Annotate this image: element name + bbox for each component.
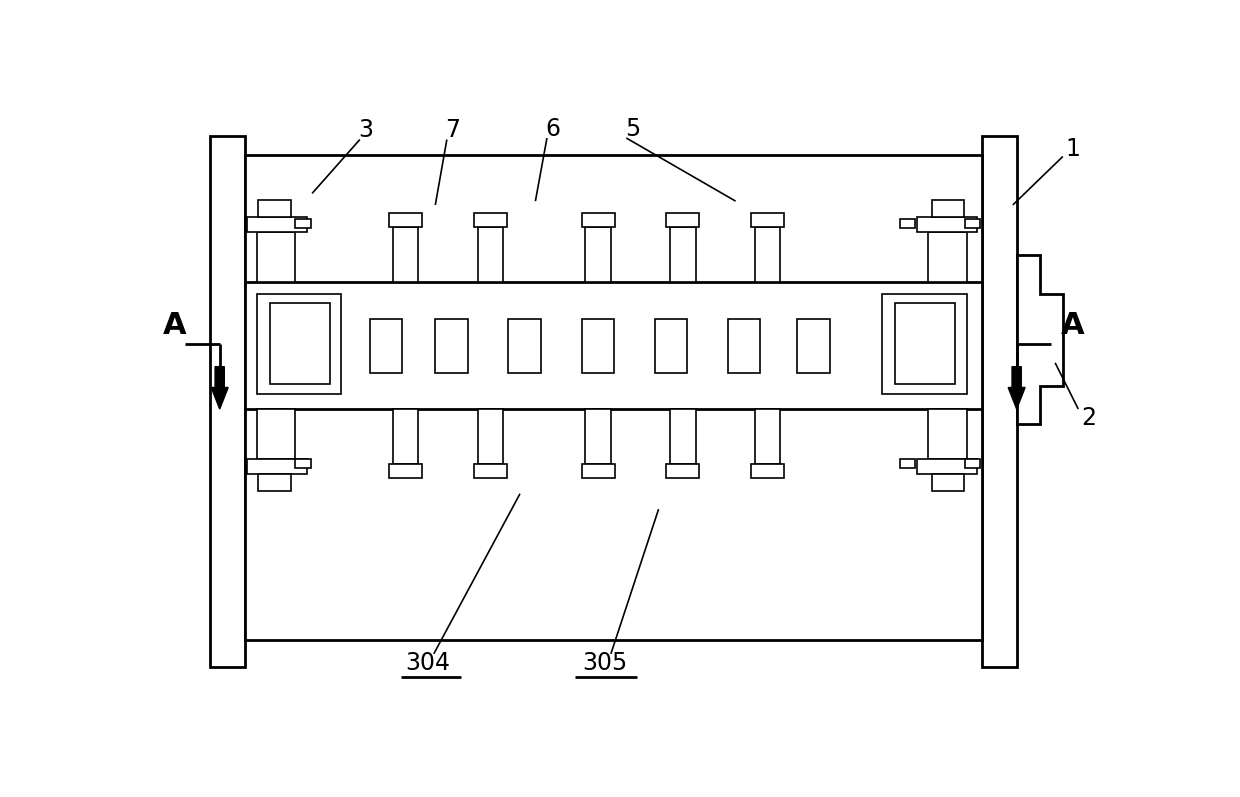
Bar [295, 459, 310, 469]
Bar [258, 474, 290, 492]
Bar [585, 226, 611, 282]
Bar [670, 226, 696, 282]
Bar [257, 293, 341, 394]
Bar [797, 319, 830, 373]
Bar [655, 319, 687, 373]
Bar [928, 409, 967, 459]
Bar [670, 409, 696, 465]
Bar [899, 459, 915, 469]
Bar [932, 199, 965, 217]
Bar [965, 219, 981, 228]
Bar [582, 319, 614, 373]
Bar [295, 219, 310, 228]
Text: A: A [164, 311, 187, 340]
Bar [666, 465, 699, 478]
Bar [882, 293, 967, 394]
Bar [474, 465, 507, 478]
Bar [751, 213, 784, 226]
Bar [508, 319, 541, 373]
Bar [393, 409, 418, 465]
FancyArrow shape [211, 367, 228, 409]
Bar [728, 319, 760, 373]
Bar [932, 474, 965, 492]
Bar [965, 459, 981, 469]
Bar [982, 135, 1017, 667]
Bar [389, 213, 422, 226]
FancyArrow shape [1008, 367, 1025, 409]
Bar [755, 409, 780, 465]
Bar [582, 465, 615, 478]
Bar [370, 319, 402, 373]
Text: 2: 2 [1081, 406, 1096, 430]
Bar [477, 409, 503, 465]
Bar [393, 226, 418, 282]
Text: 7: 7 [445, 118, 460, 143]
Bar [755, 226, 780, 282]
Text: 1: 1 [1065, 137, 1080, 161]
Bar [916, 459, 977, 474]
Bar [247, 217, 306, 232]
Bar [899, 219, 915, 228]
Bar [435, 319, 467, 373]
Bar [928, 232, 967, 282]
Bar [582, 213, 615, 226]
Text: 6: 6 [546, 116, 560, 141]
Bar [895, 303, 955, 384]
Text: 305: 305 [582, 651, 627, 675]
Polygon shape [1017, 255, 1063, 425]
Text: 5: 5 [625, 116, 641, 141]
Bar [389, 465, 422, 478]
Bar [751, 465, 784, 478]
Bar [916, 217, 977, 232]
Bar [247, 459, 306, 474]
Bar [257, 232, 295, 282]
Text: 3: 3 [358, 118, 373, 143]
Bar [257, 409, 295, 459]
Bar [585, 409, 611, 465]
Bar [246, 155, 982, 640]
Text: 304: 304 [405, 651, 450, 675]
Bar [270, 303, 330, 384]
Bar [477, 226, 503, 282]
Bar [666, 213, 699, 226]
Bar [258, 199, 290, 217]
Bar [211, 135, 246, 667]
Bar [474, 213, 507, 226]
Text: A: A [1061, 311, 1085, 340]
